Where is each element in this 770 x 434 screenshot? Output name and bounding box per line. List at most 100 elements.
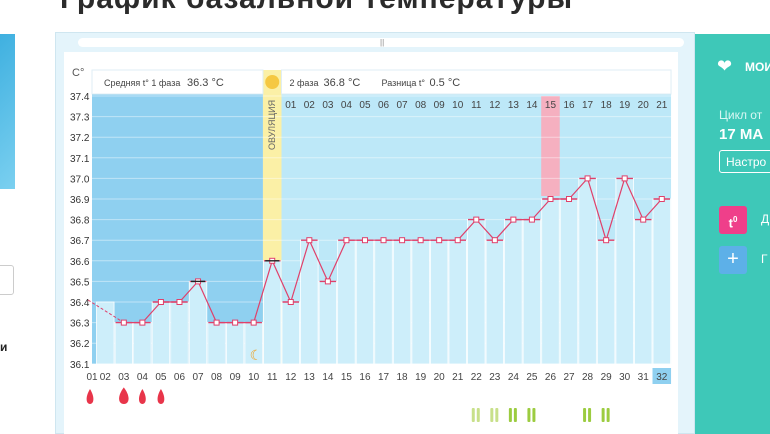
y-tick-label: 36.9 [70, 195, 90, 206]
mucus-mark [606, 408, 610, 422]
cycle-day-label: 03 [322, 100, 334, 111]
temperature-bar [374, 239, 393, 365]
temperature-bar [541, 198, 560, 365]
x-tick-label: 11 [267, 372, 278, 383]
blood-drop-icon [138, 389, 146, 404]
temperature-bar [559, 198, 579, 365]
temperature-point [324, 278, 331, 285]
x-tick-label: 01 [86, 372, 98, 383]
right-panel: ❤ МОИ Цикл от 17 МА Настро t0 Д + Г [695, 34, 770, 434]
mucus-mark [495, 408, 499, 422]
scrollbar-track[interactable] [78, 38, 684, 47]
cycle-day-label: 20 [638, 100, 650, 111]
cycle-day-label: 15 [545, 100, 557, 111]
temperature-line-segment [587, 178, 607, 241]
left-banner[interactable] [0, 34, 15, 189]
lead-in-line [87, 299, 125, 324]
page-heading: График базальной температуры [60, 0, 573, 16]
add-temperature-icon[interactable]: t0 [719, 206, 747, 234]
temperature-bar [392, 239, 412, 365]
temperature-point [399, 237, 406, 244]
my-link[interactable]: МОИ [745, 60, 770, 74]
temperature-point [473, 216, 480, 223]
temperature-point [139, 319, 146, 326]
x-tick-label: 27 [563, 372, 575, 383]
cycle-day-label: 12 [489, 100, 501, 111]
x-tick-label: 24 [508, 372, 520, 383]
highlighted-day-column [541, 96, 560, 196]
temperature-point [120, 319, 127, 326]
temperature-line-segment [271, 260, 292, 303]
temperature-bar [225, 322, 245, 365]
temperature-line-segment [253, 260, 273, 323]
heart-icon[interactable]: ❤ [717, 56, 733, 76]
x-tick-label: 10 [248, 372, 260, 383]
mucus-mark [583, 408, 587, 422]
x-tick-label: 30 [619, 372, 631, 383]
x-tick-label: 13 [304, 372, 316, 383]
y-tick-label: 36.1 [70, 360, 90, 371]
temperature-bar [281, 301, 300, 365]
temperature-bar [429, 239, 449, 365]
temperature-line-segment [327, 239, 347, 282]
temperature-point [621, 175, 628, 182]
mucus-mark [476, 408, 480, 422]
temperature-point [343, 237, 350, 244]
x-tick-label: 31 [638, 372, 650, 383]
temperature-point [547, 196, 554, 202]
cycle-day-label: 06 [378, 100, 390, 111]
temperature-bar [467, 219, 486, 365]
phase1-label: Средняя t° 1 фаза [104, 78, 180, 88]
temperature-bar [411, 239, 430, 365]
cycle-day-label: 16 [563, 100, 575, 111]
temperature-point [361, 237, 368, 244]
temperature-bar [522, 219, 542, 365]
temperature-point [176, 299, 183, 305]
left-input[interactable] [0, 265, 14, 295]
phase1-value: 36.3 °C [187, 77, 224, 89]
x-tick-label: 25 [526, 372, 538, 383]
temperature-bar [337, 239, 356, 365]
x-tick-label: 17 [378, 372, 390, 383]
temperature-line-segment [568, 177, 589, 200]
temperature-line-segment [642, 198, 663, 221]
cycle-day-label: 04 [341, 100, 353, 111]
x-tick-label: 06 [174, 372, 186, 383]
temperature-point [436, 237, 443, 244]
blood-drop-icon [157, 389, 165, 404]
temperature-point [603, 237, 610, 244]
temperature-bar [263, 260, 282, 365]
temperature-line-segment [197, 281, 218, 323]
temperature-point [306, 237, 313, 244]
cycle-day-label: 17 [582, 100, 594, 111]
mucus-mark [588, 408, 592, 422]
add-entry-label[interactable]: Г [761, 252, 768, 266]
y-tick-label: 36.4 [70, 298, 90, 309]
scrollbar-grip-icon[interactable]: || [380, 38, 385, 47]
temperature-bar [652, 198, 671, 365]
y-tick-label: 37.3 [70, 113, 90, 124]
temperature-point [287, 299, 294, 305]
sun-icon [265, 75, 280, 89]
x-tick-label: 32 [656, 372, 668, 383]
x-tick-label: 03 [118, 372, 130, 383]
settings-button[interactable]: Настро [719, 150, 770, 173]
add-temperature-label[interactable]: Д [761, 212, 770, 226]
temperature-bar [448, 239, 467, 365]
x-tick-label: 21 [452, 372, 464, 383]
temperature-bar [485, 239, 504, 365]
x-tick-label: 07 [192, 372, 204, 383]
cycle-label: Цикл от [719, 108, 763, 122]
temperature-line-segment [494, 219, 514, 241]
phase2-value: 36.8 °C [324, 77, 361, 89]
y-tick-label: 37.1 [70, 154, 90, 165]
mucus-mark [513, 408, 517, 422]
y-tick-label: 36.6 [70, 257, 90, 268]
temperature-bar [578, 177, 597, 365]
today-marker [652, 368, 672, 384]
temperature-line-segment [624, 178, 644, 220]
mucus-mark [490, 408, 494, 422]
temperature-point [417, 237, 424, 244]
temperature-line-segment [141, 301, 162, 324]
plus-icon[interactable]: + [719, 246, 747, 274]
